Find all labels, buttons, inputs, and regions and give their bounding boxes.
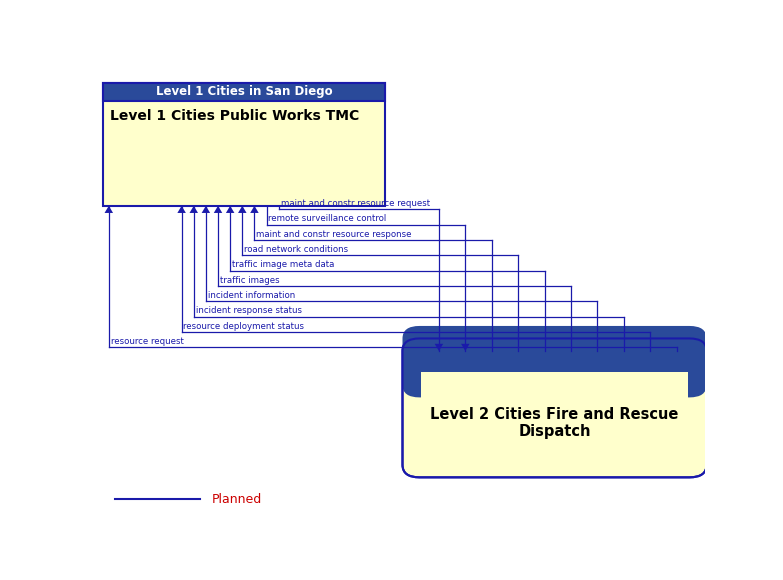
Polygon shape	[178, 206, 186, 213]
Polygon shape	[214, 206, 222, 213]
Text: Planned: Planned	[212, 493, 262, 506]
FancyBboxPatch shape	[420, 372, 688, 464]
Polygon shape	[202, 206, 210, 213]
Polygon shape	[105, 206, 113, 213]
FancyBboxPatch shape	[103, 83, 385, 101]
Text: Level 1 Cities in San Diego: Level 1 Cities in San Diego	[156, 85, 332, 99]
Text: incident information: incident information	[207, 291, 295, 300]
Polygon shape	[189, 206, 198, 213]
Text: traffic images: traffic images	[220, 276, 280, 285]
Text: resource request: resource request	[110, 337, 183, 346]
Polygon shape	[238, 206, 247, 213]
Polygon shape	[251, 206, 258, 213]
Text: maint and constr resource request: maint and constr resource request	[280, 199, 430, 208]
Polygon shape	[435, 344, 443, 351]
Text: resource deployment status: resource deployment status	[183, 322, 305, 331]
Text: incident response status: incident response status	[196, 306, 301, 316]
FancyBboxPatch shape	[420, 360, 688, 372]
Text: maint and constr resource response: maint and constr resource response	[256, 230, 412, 239]
Polygon shape	[226, 206, 234, 213]
Text: road network conditions: road network conditions	[244, 245, 348, 254]
FancyBboxPatch shape	[402, 339, 706, 477]
Text: remote surveillance control: remote surveillance control	[269, 215, 387, 223]
FancyBboxPatch shape	[402, 326, 706, 397]
Text: traffic image meta data: traffic image meta data	[232, 260, 334, 269]
Text: Level 2 Cities Fire and Rescue
Dispatch: Level 2 Cities Fire and Rescue Dispatch	[431, 407, 679, 440]
Polygon shape	[461, 344, 470, 351]
FancyBboxPatch shape	[103, 83, 385, 206]
Text: Level 1 Cities Public Works TMC: Level 1 Cities Public Works TMC	[110, 109, 359, 123]
